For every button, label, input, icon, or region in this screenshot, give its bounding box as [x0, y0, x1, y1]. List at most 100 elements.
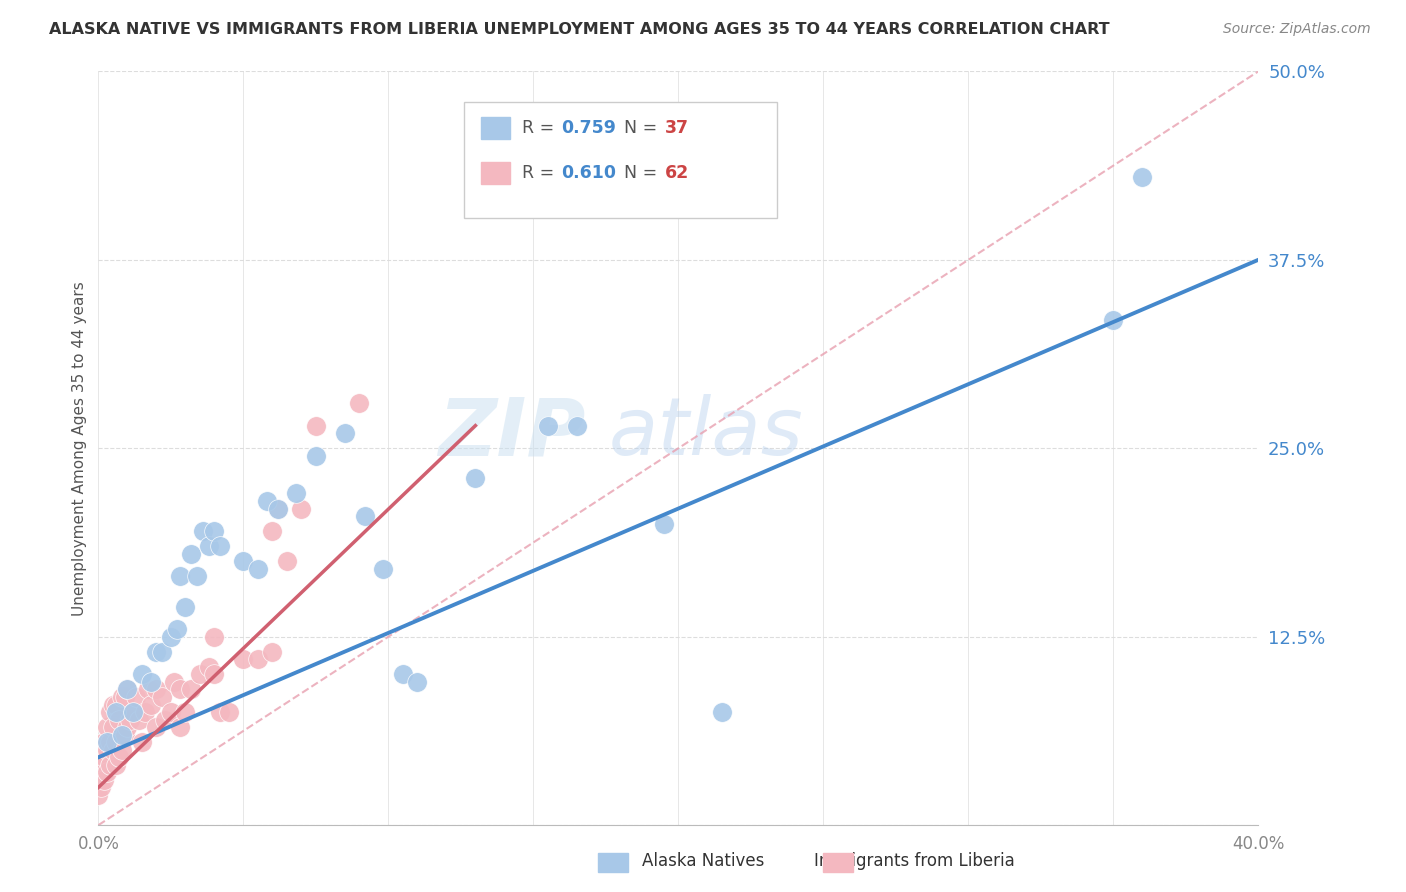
Point [371, 562, 394, 576]
Point [246, 652, 269, 666]
Point [180, 547, 202, 561]
Point [104, 757, 127, 772]
Point [139, 698, 162, 712]
Point [114, 728, 136, 742]
Text: Immigrants from Liberia: Immigrants from Liberia [814, 852, 1014, 870]
Point [87, 742, 110, 756]
Point [125, 690, 148, 704]
Text: N =: N = [624, 164, 662, 182]
Point [139, 674, 162, 689]
FancyBboxPatch shape [464, 102, 778, 219]
Point [354, 509, 377, 524]
Point [197, 539, 219, 553]
Point [93, 750, 115, 764]
Text: N =: N = [624, 119, 662, 136]
Point [565, 418, 588, 433]
Point [98, 705, 121, 719]
Point [153, 713, 176, 727]
Point [111, 728, 132, 742]
Point [150, 690, 173, 704]
Point [305, 418, 328, 433]
Point [96, 720, 118, 734]
Point [652, 516, 675, 531]
Point [101, 720, 124, 734]
Point [710, 705, 733, 719]
Point [145, 720, 167, 734]
Point [1130, 169, 1153, 184]
Point [267, 501, 290, 516]
Point [128, 713, 150, 727]
Point [204, 524, 226, 538]
Point [96, 765, 118, 780]
Text: 0.759: 0.759 [561, 119, 616, 136]
Point [98, 757, 121, 772]
Point [122, 705, 145, 719]
Point [333, 426, 356, 441]
Point [117, 720, 139, 734]
Point [305, 449, 328, 463]
Point [104, 705, 127, 719]
Point [111, 742, 132, 756]
Point [145, 645, 167, 659]
Point [232, 554, 254, 568]
Text: 0.610: 0.610 [561, 164, 616, 182]
Point [101, 742, 124, 756]
Text: ALASKA NATIVE VS IMMIGRANTS FROM LIBERIA UNEMPLOYMENT AMONG AGES 35 TO 44 YEARS : ALASKA NATIVE VS IMMIGRANTS FROM LIBERIA… [49, 22, 1109, 37]
Point [267, 501, 290, 516]
Point [87, 757, 110, 772]
Point [174, 599, 197, 614]
Point [262, 645, 284, 659]
Text: 62: 62 [665, 164, 689, 182]
Point [131, 735, 153, 749]
Text: R =: R = [522, 119, 560, 136]
Point [209, 705, 232, 719]
Point [87, 788, 110, 802]
Text: ZIP: ZIP [439, 394, 585, 472]
Point [174, 705, 197, 719]
Point [166, 622, 188, 636]
Point [191, 524, 214, 538]
Point [90, 757, 112, 772]
Point [131, 667, 153, 681]
Point [169, 682, 191, 697]
Point [150, 645, 173, 659]
Point [464, 471, 486, 485]
Point [349, 396, 371, 410]
Point [218, 705, 240, 719]
Point [209, 539, 232, 553]
Point [117, 682, 139, 697]
Point [93, 772, 115, 787]
Text: Alaska Natives: Alaska Natives [641, 852, 765, 870]
Point [290, 501, 312, 516]
Point [1102, 313, 1125, 327]
Point [104, 735, 127, 749]
Point [122, 705, 145, 719]
Point [120, 713, 142, 727]
Point [90, 780, 112, 795]
Point [197, 660, 219, 674]
Text: Source: ZipAtlas.com: Source: ZipAtlas.com [1223, 22, 1371, 37]
Point [107, 713, 129, 727]
Point [163, 674, 186, 689]
Point [204, 667, 226, 681]
Point [93, 735, 115, 749]
Point [204, 630, 226, 644]
Point [246, 562, 269, 576]
Text: 37: 37 [665, 119, 689, 136]
Point [160, 630, 183, 644]
Point [180, 682, 202, 697]
Point [96, 735, 118, 749]
Point [406, 674, 429, 689]
Point [136, 682, 159, 697]
Point [117, 682, 139, 697]
Point [160, 705, 183, 719]
Point [145, 682, 167, 697]
Point [87, 772, 110, 787]
Point [186, 569, 208, 583]
Point [107, 750, 129, 764]
Point [262, 524, 284, 538]
Point [101, 698, 124, 712]
Point [134, 705, 156, 719]
Y-axis label: Unemployment Among Ages 35 to 44 years: Unemployment Among Ages 35 to 44 years [72, 281, 87, 615]
Point [537, 418, 560, 433]
